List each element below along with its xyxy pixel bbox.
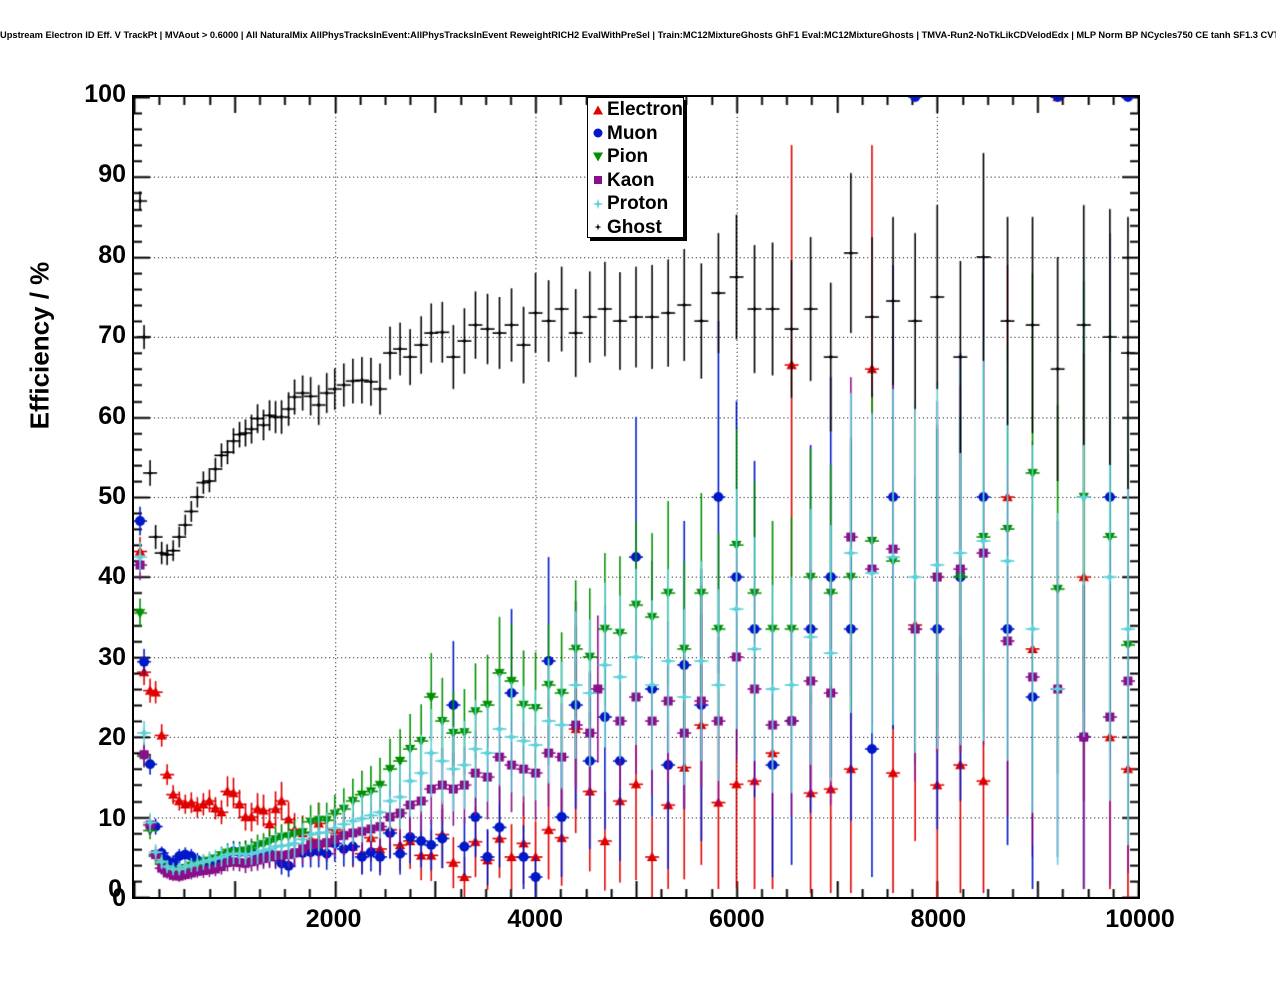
legend-item: Kaon <box>588 169 683 193</box>
legend-item: Muon <box>588 122 683 146</box>
x-tick-label: 10000 <box>1105 905 1175 933</box>
square-icon <box>591 172 604 188</box>
legend-label: Electron <box>607 99 684 121</box>
x-tick-label-origin: 0 <box>108 875 122 903</box>
legend-item: Proton <box>588 192 683 216</box>
y-tick-label: 10 <box>98 803 126 832</box>
y-tick-label: 70 <box>98 321 126 350</box>
plot-title: Upstream Electron ID Eff. V TrackPt | MV… <box>0 30 1276 40</box>
y-tick-label: 60 <box>98 401 126 430</box>
legend: Electron Muon Pion Kaon Proton Ghost <box>587 97 684 238</box>
y-axis-tick-labels: 0 10 20 30 40 50 60 70 80 90 100 <box>0 0 126 996</box>
legend-item: Ghost <box>588 216 683 240</box>
x-tick-label: 8000 <box>910 905 967 933</box>
y-tick-label: 40 <box>98 562 126 591</box>
legend-label: Kaon <box>607 169 655 191</box>
x-tick-label: 4000 <box>507 905 563 933</box>
y-tick-label: 50 <box>98 482 126 510</box>
triangle-up-icon <box>591 102 604 118</box>
y-tick-label: 0 <box>112 884 126 912</box>
y-tick-label: 90 <box>98 160 126 189</box>
y-tick-label: 30 <box>98 642 126 671</box>
cross-icon <box>591 196 604 212</box>
x-tick-label: 2000 <box>305 905 362 933</box>
x-tick-label: 6000 <box>708 905 765 933</box>
circle-icon <box>591 125 604 141</box>
y-tick-label: 20 <box>98 723 126 752</box>
dot-icon <box>591 219 604 235</box>
plot-frame <box>132 95 1140 899</box>
legend-label: Pion <box>607 146 649 168</box>
triangle-down-icon <box>591 149 604 165</box>
legend-label: Muon <box>607 122 658 144</box>
y-axis-title: Efficiency / % <box>24 261 55 430</box>
legend-label: Proton <box>607 193 669 215</box>
y-tick-label: 100 <box>84 80 126 108</box>
legend-item: Pion <box>588 145 683 169</box>
legend-item: Electron <box>588 98 683 122</box>
y-tick-label: 80 <box>98 240 126 269</box>
legend-label: Ghost <box>607 216 662 238</box>
